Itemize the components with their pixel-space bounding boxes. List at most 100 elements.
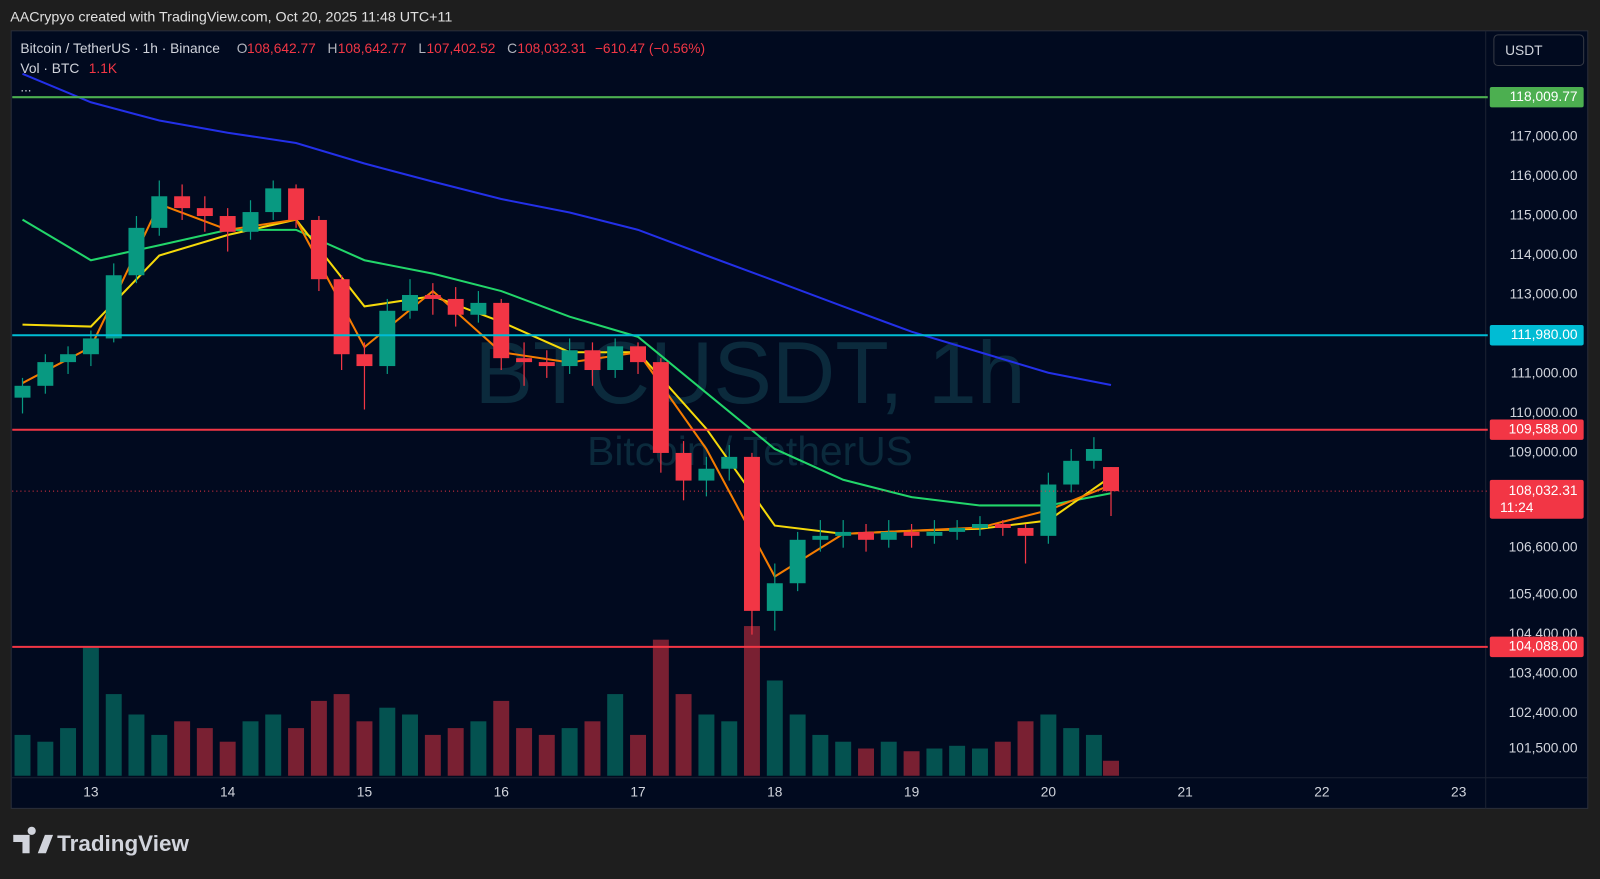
volume-bar [424, 734, 441, 776]
volume-bar [880, 741, 897, 776]
x-tick-label: 19 [904, 785, 919, 800]
volume-bar [105, 694, 122, 776]
level-label-box [1489, 636, 1584, 658]
candle-body [379, 310, 396, 367]
more-button[interactable]: ... [20, 79, 31, 94]
candle-body [196, 208, 213, 217]
candle-body [424, 294, 441, 299]
volume-bar [994, 741, 1011, 776]
candle-body [903, 531, 920, 536]
candle-body [926, 531, 943, 536]
caption: AACrypyo created with TradingView.com, O… [10, 9, 452, 25]
volume-bar [698, 714, 715, 776]
y-tick-label: 117,000.00 [1510, 129, 1578, 144]
volume-bar [379, 707, 396, 776]
volume-bar [128, 714, 145, 776]
candle-body [721, 456, 738, 469]
candle-body [949, 527, 966, 532]
candle-body [151, 196, 168, 228]
x-tick-label: 13 [83, 785, 99, 800]
candle-body [310, 219, 327, 280]
candle-body [675, 452, 692, 481]
candle-body [607, 346, 624, 371]
candle-body [356, 354, 373, 367]
volume-bar [721, 721, 738, 776]
candle-body [14, 385, 31, 398]
level-label: 111,980.00 [1511, 327, 1578, 342]
volume-bar [402, 714, 418, 776]
candle-body [652, 362, 669, 453]
candle-body [1103, 467, 1119, 492]
candle-body [219, 216, 236, 232]
candle-body [37, 362, 54, 386]
x-tick-label: 21 [1177, 785, 1192, 800]
volume-bar [561, 728, 578, 776]
ohlc-value: 107,402.52 [427, 41, 496, 56]
level-label-box [1489, 325, 1584, 346]
volume-bar [1040, 714, 1057, 776]
candle-body [402, 294, 418, 311]
x-tick-label: 15 [357, 785, 373, 800]
ohlc-value: 108,642.77 [247, 41, 316, 56]
candle-body [971, 524, 988, 528]
ohlc-value: 108,032.31 [517, 41, 586, 56]
last-price-box [1489, 479, 1584, 519]
candle-body [561, 350, 578, 367]
candle-body [333, 279, 350, 355]
y-tick-label: 101,500.00 [1509, 741, 1578, 756]
volume-bar [652, 639, 669, 776]
volume-bar [14, 734, 31, 776]
volume-bar [971, 748, 988, 776]
y-tick-label: 113,000.00 [1510, 287, 1578, 302]
candle-body [105, 275, 122, 339]
x-tick-label: 22 [1314, 785, 1329, 800]
x-tick-label: 20 [1041, 785, 1057, 800]
candle-body [60, 354, 77, 363]
candle-body [630, 346, 646, 363]
level-label-box [1489, 86, 1584, 108]
last-price-label: 108,032.31 [1509, 483, 1578, 498]
brand-name: TradingView [57, 831, 189, 856]
candle-body [493, 302, 510, 359]
volume-bar [493, 700, 510, 776]
volume-value: 1.1K [89, 61, 118, 76]
candle-body [812, 535, 829, 540]
brand-logo: TradingView [13, 826, 189, 856]
x-tick-label: 23 [1451, 785, 1467, 800]
candle-body [288, 188, 305, 220]
y-tick-label: 102,400.00 [1509, 705, 1578, 720]
ohlc-key: H [328, 41, 338, 56]
candle-body [470, 302, 487, 315]
y-tick-label: 110,000.00 [1510, 405, 1578, 420]
candle-body [516, 358, 533, 363]
currency-label: USDT [1505, 43, 1543, 58]
symbol: Bitcoin / TetherUS · 1h · Binance [20, 41, 220, 56]
volume-bar [1017, 721, 1034, 776]
candle-body [584, 350, 601, 371]
volume-bar [607, 694, 624, 776]
ohlc-key: O [237, 41, 248, 56]
volume-bar [470, 721, 487, 776]
candle-body [994, 524, 1011, 528]
volume-bar [789, 714, 806, 776]
candle-body [128, 227, 145, 276]
candle-body [1085, 448, 1102, 461]
countdown-label: 11:24 [1500, 500, 1534, 515]
volume-bar [196, 728, 213, 776]
volume-bar [584, 721, 601, 776]
volume-bar [766, 680, 783, 776]
volume-bar [903, 751, 920, 776]
volume-bar [743, 626, 760, 776]
currency-button[interactable] [1493, 34, 1585, 67]
candle-body [265, 188, 282, 213]
volume-bar [242, 721, 259, 776]
candle-body [1040, 484, 1057, 536]
volume-bar [630, 734, 646, 776]
candle-body [538, 362, 555, 367]
y-tick-label: 111,000.00 [1511, 366, 1578, 381]
candle-body [174, 196, 191, 209]
moving-average [22, 72, 1112, 387]
y-tick-label: 106,600.00 [1509, 539, 1578, 554]
plot: 13 14 15 16 17 18 19 20 21 22 23 117,000.00 116,000.… [12, 72, 1584, 800]
candle-body [698, 468, 715, 481]
